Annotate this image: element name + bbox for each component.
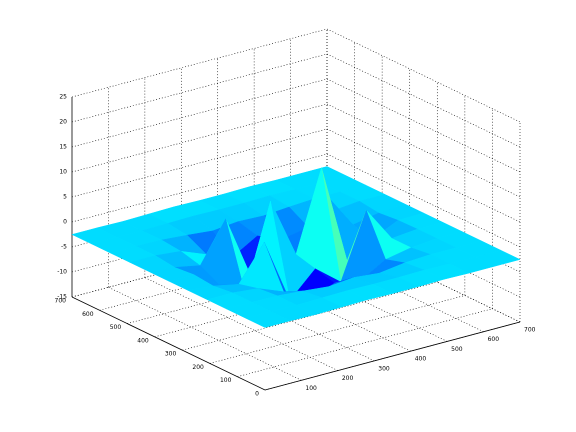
z-tick-label: 5 xyxy=(63,194,67,201)
grid-line xyxy=(326,78,521,173)
x-tick-label: 100 xyxy=(305,385,317,392)
surface-cell xyxy=(244,311,292,328)
grid-line xyxy=(182,281,438,351)
grid-line xyxy=(209,295,465,364)
x-tick-label: 500 xyxy=(451,346,463,353)
x-tick-label: 700 xyxy=(524,327,536,334)
grid-line xyxy=(71,103,328,173)
z-tick-label: 20 xyxy=(59,119,67,126)
y-tick-label: 700 xyxy=(55,298,67,305)
y-tick-label: 200 xyxy=(192,364,204,371)
axis-line xyxy=(71,296,266,391)
y-tick-label: 300 xyxy=(165,351,177,358)
grid-line xyxy=(237,308,493,378)
x-tick-label: 600 xyxy=(488,336,500,343)
y-tick-label: 100 xyxy=(220,377,232,384)
y-tick-label: 400 xyxy=(137,337,149,344)
x-tick-label: 400 xyxy=(415,356,427,363)
z-tick-label: -15 xyxy=(57,294,67,301)
grid-line xyxy=(71,53,328,123)
z-tick-label: -10 xyxy=(57,269,67,276)
y-tick-label: 500 xyxy=(110,324,122,331)
z-tick-label: 0 xyxy=(63,219,67,226)
y-tick-label: 600 xyxy=(82,311,94,318)
axis-line xyxy=(264,321,521,391)
grid-line xyxy=(71,78,328,148)
z-tick-label: -5 xyxy=(61,244,67,251)
y-tick-label: 0 xyxy=(255,391,259,398)
grid-line xyxy=(71,128,328,198)
grid-line xyxy=(326,53,521,148)
x-tick-label: 300 xyxy=(378,365,390,372)
x-tick-label: 200 xyxy=(342,375,354,382)
z-tick-label: 25 xyxy=(59,94,67,101)
z-tick-label: 10 xyxy=(59,169,67,176)
grid-line xyxy=(71,28,328,98)
z-tick-label: 15 xyxy=(59,144,67,151)
grid-line xyxy=(326,28,521,123)
grid-line xyxy=(71,153,328,223)
